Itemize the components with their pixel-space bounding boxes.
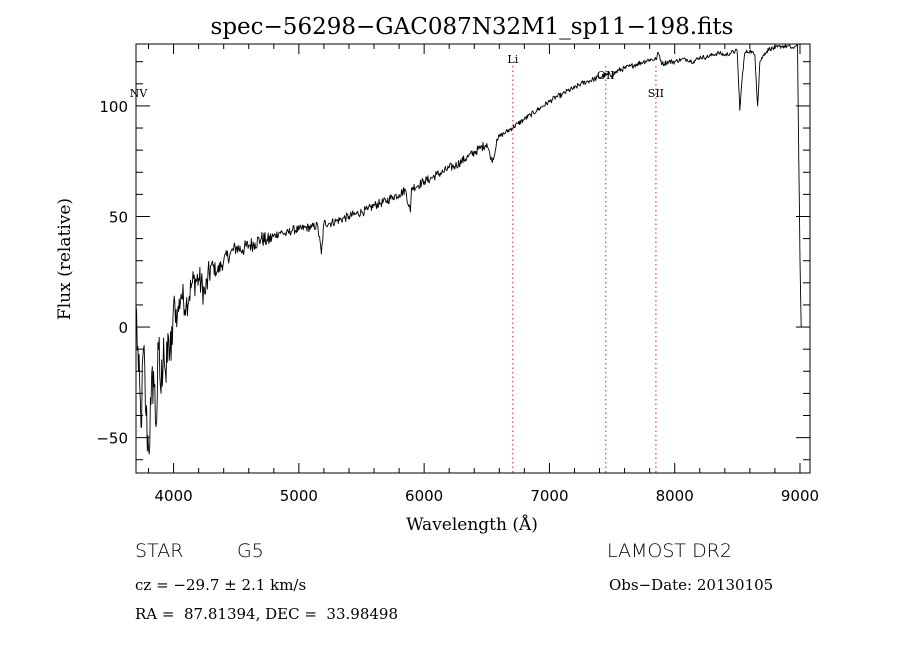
y-tick-label: 100: [99, 98, 128, 116]
plot-frame: [135, 43, 811, 474]
survey-name: LAMOST DR2: [607, 540, 732, 562]
x-tick-label: 7000: [530, 487, 568, 505]
y-tick-label: −50: [96, 430, 128, 448]
line-marker-label-oii: OII: [597, 69, 615, 82]
line-marker-label-nv: NV: [130, 87, 149, 100]
x-tick-label: 6000: [405, 487, 443, 505]
y-tick-label: 0: [118, 319, 128, 337]
redshift-velocity: cz = −29.7 ± 2.1 km/s: [135, 576, 307, 594]
x-tick-label: 4000: [154, 487, 192, 505]
object-class: STAR: [135, 540, 184, 562]
y-axis-label: Flux (relative): [55, 198, 75, 320]
line-marker-label-sii: SII: [648, 87, 664, 100]
line-marker-label-li: Li: [507, 53, 518, 66]
observation-date: Obs−Date: 20130105: [609, 576, 774, 594]
x-tick-label: 9000: [781, 487, 819, 505]
x-axis-label: Wavelength (Å): [406, 514, 538, 535]
sky-coordinates: RA = 87.81394, DEC = 33.98498: [135, 605, 399, 623]
x-tick-label: 8000: [656, 487, 694, 505]
x-tick-label: 5000: [280, 487, 318, 505]
flux-series-line: [135, 43, 802, 455]
y-tick-label: 50: [109, 208, 128, 226]
object-subclass: G5: [237, 540, 264, 562]
chart-title: spec−56298−GAC087N32M1_sp11−198.fits: [211, 14, 734, 40]
